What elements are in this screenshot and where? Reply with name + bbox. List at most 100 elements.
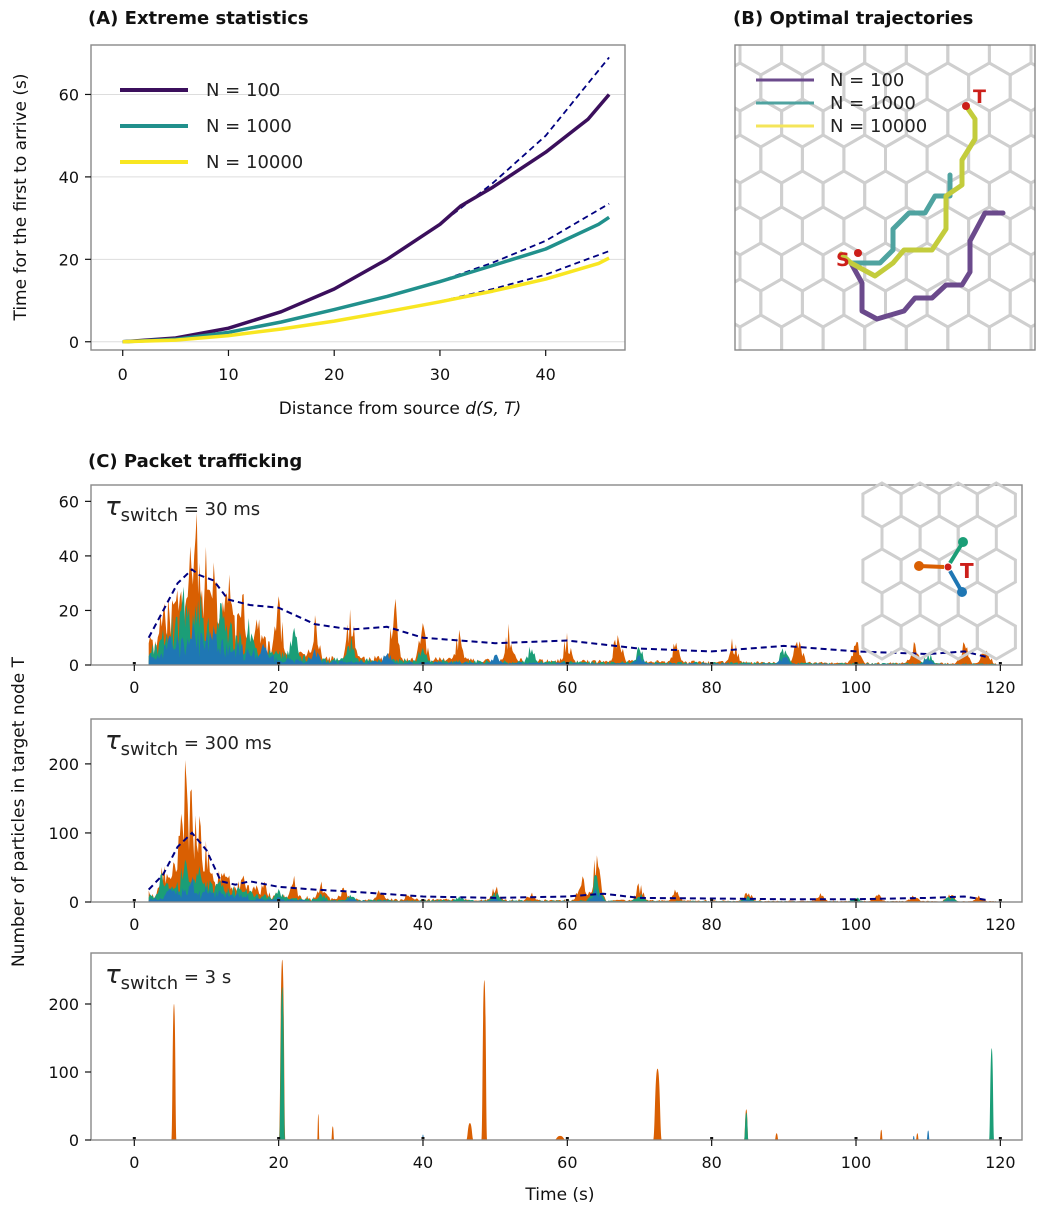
x-tick-label: 30 [430, 365, 450, 384]
orange-area [148, 512, 997, 665]
x-tick-label: 0 [129, 915, 139, 934]
dot-orange [914, 561, 924, 571]
hex-cell [1029, 349, 1033, 350]
panel-a-xlabel: Distance from source d(S, T) [279, 399, 522, 419]
orange-area [171, 1004, 177, 1140]
legend-label: N = 100 [830, 70, 904, 91]
baseline-dot [854, 899, 858, 902]
hex-cell [1008, 61, 1035, 113]
y-tick-label: 100 [48, 1063, 79, 1082]
x-tick-label: 100 [841, 915, 872, 934]
orange-area [466, 1123, 474, 1140]
orange-area [915, 1133, 919, 1140]
y-tick-label: 20 [59, 601, 79, 620]
hex-cell [821, 349, 825, 350]
hex-cell [735, 322, 742, 350]
y-tick-label: 40 [59, 547, 79, 566]
hex-cell [738, 349, 742, 350]
hex-cell [678, 63, 720, 111]
hex-cell [899, 613, 941, 661]
orange-area [148, 760, 997, 902]
dot-blue [957, 587, 967, 597]
frame [90, 952, 1023, 1141]
x-tick-label: 120 [985, 915, 1016, 934]
baseline-dot [132, 899, 136, 902]
hex-cell [1010, 0, 1038, 39]
frame [90, 718, 1023, 903]
baseline-dot [998, 662, 1002, 665]
hex-cell [1029, 106, 1035, 140]
panel-c-ylabel: Number of particles in target node T [9, 656, 29, 967]
fit-line [122, 56, 610, 343]
panel-a-frame [90, 44, 626, 351]
baseline-dot [998, 1137, 1002, 1140]
switch-label: τswitch = 30 ms [105, 492, 260, 526]
hex-cell [735, 106, 742, 140]
legend-label: N = 10000 [830, 116, 927, 137]
target-inset: T [861, 481, 1017, 661]
panel-c-title: (C) Packet trafficking [88, 451, 302, 472]
baseline-dot [132, 1137, 136, 1140]
hex-cell [821, 313, 867, 350]
hex-cell [780, 313, 825, 350]
switch-label: τswitch = 300 ms [105, 726, 272, 760]
x-tick-label: 60 [557, 678, 577, 697]
x-tick-label: 20 [268, 678, 288, 697]
y-tick-label: 0 [69, 1131, 79, 1150]
hex-grid [678, 0, 1038, 350]
x-tick-label: 10 [218, 365, 238, 384]
y-tick-label: 0 [69, 893, 79, 912]
blue-area [148, 623, 997, 665]
baseline-dot [421, 662, 425, 665]
hex-cell [905, 349, 908, 350]
fit-line [122, 250, 610, 343]
baseline-dot [998, 899, 1002, 902]
x-tick-label: 0 [129, 678, 139, 697]
hex-cell [988, 349, 991, 350]
baseline-dot [565, 662, 569, 665]
hex-cell [1029, 322, 1035, 350]
hex-cell [969, 0, 1011, 39]
x-tick-label: 20 [268, 1153, 288, 1172]
trajectory-n10000 [838, 103, 978, 279]
plot-area [132, 959, 1002, 1140]
plot-area [132, 512, 1002, 665]
blue-area [912, 1135, 915, 1140]
panel-c1-chart: 0 20 40 60 0 20 40 60 80 100 120 τswitch = 30 ms T [59, 481, 1023, 697]
green-area [744, 1112, 749, 1140]
series-line-0 [122, 93, 611, 344]
blue-area [926, 1130, 930, 1140]
x-tick-label: 20 [324, 365, 344, 384]
baseline-dot [132, 662, 136, 665]
target-label: T [973, 86, 986, 108]
orange-area [481, 980, 488, 1140]
baseline-dot [565, 899, 569, 902]
baseline-dot [854, 662, 858, 665]
panel-a-grid [91, 93, 625, 343]
hex-cell [678, 135, 720, 183]
x-tick-label: 100 [841, 1153, 872, 1172]
trajectory-paths: ST [836, 86, 1006, 322]
x-tick-label: 80 [701, 678, 721, 697]
x-tick-label: 80 [701, 1153, 721, 1172]
green-area [279, 987, 286, 1140]
hex-cell [1008, 205, 1035, 257]
baseline-dot [277, 1137, 281, 1140]
y-tick-label: 60 [59, 492, 79, 511]
x-tick-label: 60 [557, 915, 577, 934]
hex-cell [863, 313, 908, 350]
hex-cell [735, 250, 742, 284]
x-tick-label: 40 [536, 365, 556, 384]
dot-green [958, 537, 968, 547]
orange-area [554, 1135, 566, 1140]
panel-c2-chart: 0 100 200 0 20 40 60 80 100 120 τswitch = 300 ms [48, 718, 1023, 934]
green-area [989, 1048, 995, 1140]
y-tick-label: 0 [69, 656, 79, 675]
y-tick-label: 200 [48, 995, 79, 1014]
x-tick-label: 0 [129, 1153, 139, 1172]
source-marker [854, 249, 862, 257]
target-marker [962, 102, 970, 110]
baseline-dot [421, 899, 425, 902]
y-tick-label: 200 [48, 755, 79, 774]
